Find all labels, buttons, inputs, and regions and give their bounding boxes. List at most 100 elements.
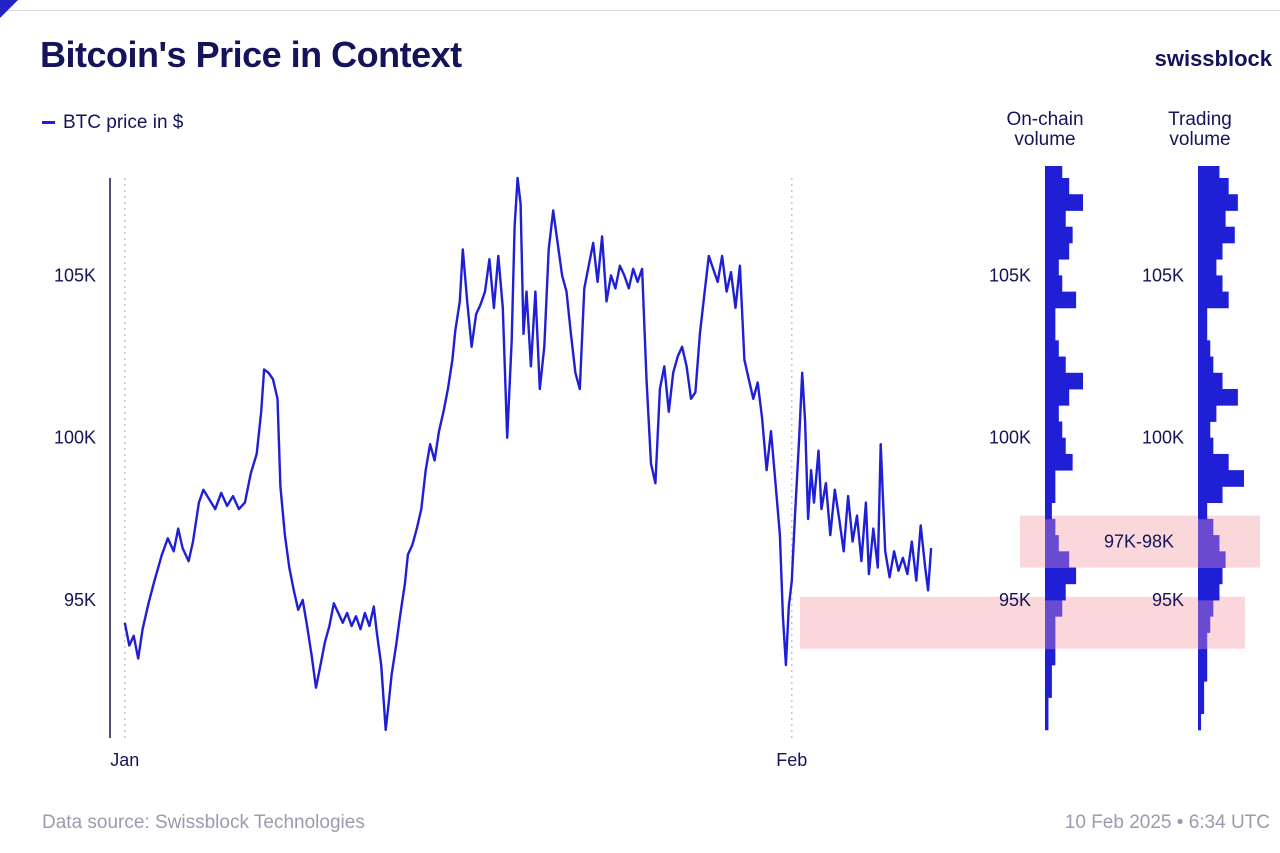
onchain-bar-1 — [1045, 697, 1049, 715]
onchain-bar-34 — [1045, 166, 1063, 179]
onchain-bar-22 — [1045, 356, 1066, 374]
onchain-bar-29 — [1045, 242, 1070, 260]
onchain-volume-header: On-chain volume — [985, 110, 1105, 150]
onchain-bar-6 — [1045, 616, 1056, 633]
trading-bar-20 — [1198, 389, 1238, 406]
trading-bar-28 — [1198, 259, 1217, 276]
trading-bar-12 — [1198, 518, 1214, 536]
trading-bar-15 — [1198, 470, 1244, 487]
onchain-tick-label-105: 105K — [989, 265, 1031, 285]
trading-bar-1 — [1198, 697, 1205, 715]
onchain-bar-12 — [1045, 518, 1056, 536]
y-tick-label-100: 100K — [54, 428, 96, 448]
onchain-header-line1: On-chain — [1006, 109, 1084, 130]
onchain-bar-24 — [1045, 324, 1056, 341]
onchain-bar-30 — [1045, 226, 1073, 244]
onchain-bar-14 — [1045, 486, 1056, 504]
onchain-tick-label-95: 95K — [999, 590, 1031, 610]
brand-logo: swissblock — [1154, 46, 1272, 71]
trading-bar-0 — [1198, 713, 1202, 731]
trading-bar-18 — [1198, 421, 1211, 439]
onchain-tick-label-100: 100K — [989, 428, 1031, 448]
trading-bar-11 — [1198, 535, 1220, 552]
page-title: Bitcoin's Price in Context — [40, 34, 462, 75]
trading-bar-34 — [1198, 166, 1220, 179]
trading-bar-9 — [1198, 567, 1223, 585]
trading-tick-label-100: 100K — [1142, 428, 1184, 448]
trading-bar-2 — [1198, 681, 1205, 698]
onchain-bar-27 — [1045, 275, 1063, 293]
btc-price-line — [123, 176, 933, 732]
onchain-bar-13 — [1045, 502, 1052, 520]
trading-bar-4 — [1198, 648, 1208, 666]
onchain-bar-10 — [1045, 551, 1070, 568]
legend-label: BTC price in $ — [63, 112, 184, 133]
onchain-bar-28 — [1045, 259, 1059, 276]
trading-bar-26 — [1198, 291, 1229, 309]
onchain-bar-25 — [1045, 307, 1056, 325]
onchain-bar-18 — [1045, 421, 1063, 439]
trading-bar-13 — [1198, 502, 1208, 520]
y-tick-label-95: 95K — [64, 590, 96, 610]
onchain-bar-33 — [1045, 178, 1070, 195]
bands-layer — [800, 515, 1260, 649]
trading-bar-33 — [1198, 178, 1229, 195]
trading-bar-22 — [1198, 356, 1214, 374]
onchain-bar-9 — [1045, 567, 1077, 585]
x-tick-label-jan: Jan — [110, 750, 139, 770]
trading-bar-30 — [1198, 226, 1235, 244]
onchain-bar-2 — [1045, 681, 1052, 698]
trading-tick-label-95: 95K — [1152, 590, 1184, 610]
top-divider — [0, 10, 1280, 11]
trading-bar-14 — [1198, 486, 1223, 504]
trading-tick-label-105: 105K — [1142, 265, 1184, 285]
trading-bar-29 — [1198, 242, 1223, 260]
trading-bar-5 — [1198, 632, 1208, 650]
onchain-bar-26 — [1045, 291, 1077, 309]
trading-bar-32 — [1198, 194, 1238, 211]
trading-bar-27 — [1198, 275, 1223, 293]
onchain-bar-32 — [1045, 194, 1083, 211]
trading-bar-24 — [1198, 324, 1208, 341]
onchain-header-line2: volume — [1014, 129, 1076, 150]
trading-bar-16 — [1198, 453, 1229, 471]
onchain-bar-15 — [1045, 470, 1056, 487]
onchain-bar-17 — [1045, 437, 1066, 455]
y-tick-label-105: 105K — [54, 265, 96, 285]
trading-header-line2: volume — [1169, 129, 1231, 150]
onchain-bar-3 — [1045, 664, 1052, 682]
trading-volume-header: Trading volume — [1140, 110, 1260, 150]
onchain-bar-7 — [1045, 600, 1063, 617]
trading-header-line1: Trading — [1168, 109, 1232, 130]
trading-bar-19 — [1198, 405, 1217, 422]
trading-bar-21 — [1198, 372, 1223, 390]
footer-timestamp: 10 Feb 2025 • 6:34 UTC — [1064, 812, 1270, 833]
trading-bar-17 — [1198, 437, 1214, 455]
trading-bar-8 — [1198, 583, 1220, 601]
footer-source: Data source: Swissblock Technologies — [42, 812, 365, 833]
onchain-bar-8 — [1045, 583, 1066, 601]
onchain-bar-19 — [1045, 405, 1059, 422]
trading-bar-6 — [1198, 616, 1211, 633]
legend-swatch — [42, 121, 55, 125]
onchain-bar-20 — [1045, 389, 1070, 406]
axes-layer: 95K 100K 105K Jan Feb — [54, 178, 807, 770]
onchain-bar-16 — [1045, 453, 1073, 471]
trading-bar-25 — [1198, 307, 1208, 325]
trading-bar-3 — [1198, 664, 1208, 682]
onchain-bar-23 — [1045, 340, 1059, 357]
trading-bar-31 — [1198, 210, 1226, 228]
series-layer — [123, 176, 933, 732]
onchain-bar-5 — [1045, 632, 1056, 650]
onchain-bar-21 — [1045, 372, 1083, 390]
onchain-bar-0 — [1045, 713, 1049, 731]
trading-bar-10 — [1198, 551, 1226, 568]
support-band-95k — [800, 596, 1245, 649]
trading-bar-23 — [1198, 340, 1211, 357]
onchain-bar-4 — [1045, 648, 1056, 666]
volumes-layer: 95K 100K 105K 95K 100K 105K — [989, 166, 1244, 731]
x-tick-label-feb: Feb — [776, 750, 807, 770]
band-label-97k-98k: 97K-98K — [1104, 532, 1174, 552]
legend: BTC price in $ — [42, 112, 183, 134]
